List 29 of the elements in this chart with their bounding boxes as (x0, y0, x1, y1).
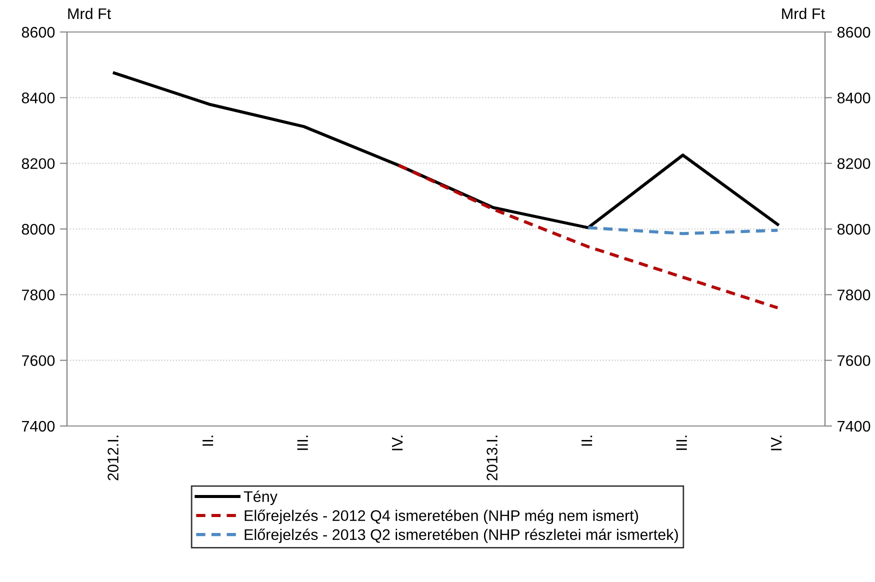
y-tick-label: 7600 (22, 355, 55, 366)
y-tick-label: 8000 (22, 224, 55, 235)
legend-label: Előrejelzés - 2012 Q4 ismeretében (NHP még nem ismert) (244, 510, 638, 524)
line-series (397, 164, 780, 310)
x-tick-label: IV. (771, 436, 782, 450)
y-tick-label: 8600 (22, 26, 55, 38)
x-tick-label: 2012.I. (108, 436, 118, 480)
y-tick-label: 8200 (22, 158, 55, 170)
x-tick-label: II. (582, 436, 592, 446)
y2-tick-label: 7600 (838, 355, 870, 366)
x-tick-label: IV. (392, 436, 403, 450)
y-tick-label: 8400 (22, 92, 55, 104)
y2-tick-label: 8000 (837, 224, 870, 235)
y2-tick-label: 7800 (838, 290, 870, 300)
y-tick-label: 7800 (22, 290, 55, 300)
y2-axis-title: Mrd Ft (782, 8, 825, 20)
x-tick-label: II. (202, 436, 214, 446)
legend-label: Tény (244, 490, 278, 506)
y2-tick-label: 8600 (837, 26, 870, 38)
legend-label: Előrejelzés - 2013 Q2 ismeretében (NHP részletei már ismertek) (244, 528, 678, 544)
y-axis-title: Mrd Ft (68, 8, 112, 20)
x-tick-label: III. (676, 436, 687, 450)
line-series (112, 72, 780, 230)
x-tick-label: III. (297, 436, 308, 450)
y2-tick-label: 7400 (838, 420, 870, 432)
y2-tick-label: 8400 (837, 92, 870, 104)
y-tick-label: 7400 (22, 420, 55, 432)
x-tick-label: 2013.I. (486, 436, 498, 480)
y2-tick-label: 8200 (837, 158, 870, 170)
